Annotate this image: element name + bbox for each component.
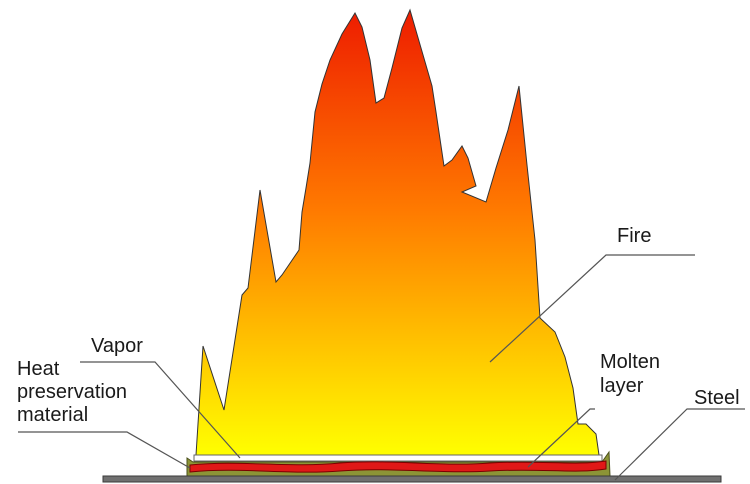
molten-leader-line [527, 408, 595, 468]
fire-leader-line [489, 254, 695, 363]
fire-shape [195, 8, 600, 456]
molten-label-line2: layer [600, 375, 644, 397]
fire-label: Fire [617, 225, 651, 247]
heat-material-leader-line [18, 431, 191, 469]
molten-layer [189, 460, 607, 473]
heat-label-line3: material [17, 404, 88, 426]
vapor-leader-line [80, 361, 241, 459]
steel-label: Steel [694, 387, 740, 409]
steel-plate [102, 475, 722, 483]
vapor-label: Vapor [91, 335, 143, 357]
heat-label-line2: preservation [17, 381, 127, 403]
vapor-layer [193, 454, 603, 462]
heat-label-line1: Heat [17, 358, 60, 380]
molten-label-line1: Molten [600, 351, 660, 373]
steel-leader-line [614, 408, 745, 481]
